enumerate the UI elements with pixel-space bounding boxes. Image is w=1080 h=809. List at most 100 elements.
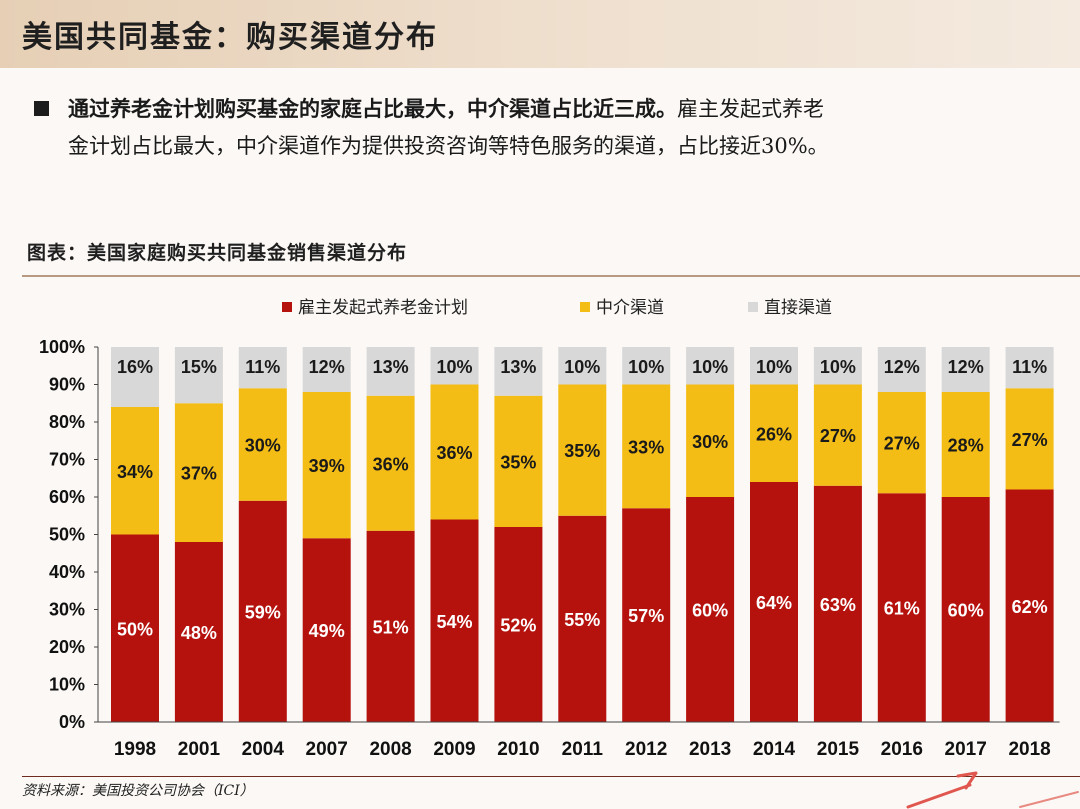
data-label: 35% xyxy=(500,452,536,472)
bullet-text: 通过养老金计划购买基金的家庭占比最大，中介渠道占比近三成。雇主发起式养老 金计划… xyxy=(68,90,1080,165)
bar-segment xyxy=(877,392,926,494)
bar-segment xyxy=(238,347,287,389)
data-label: 59% xyxy=(245,602,281,622)
y-tick-label: 90% xyxy=(49,375,85,395)
x-tick-label: 2016 xyxy=(881,739,923,760)
bar-segment xyxy=(558,347,607,385)
data-label: 13% xyxy=(500,357,536,377)
bar-segment xyxy=(750,482,798,722)
bar-segment xyxy=(686,384,735,497)
bar-segment xyxy=(813,347,862,385)
data-label: 35% xyxy=(564,441,600,461)
x-tick-label: 2004 xyxy=(242,739,285,760)
data-label: 11% xyxy=(1012,357,1047,377)
bar-segment xyxy=(174,403,223,542)
page-title: 美国共同基金：购买渠道分布 xyxy=(22,20,438,55)
bar-segment xyxy=(750,347,798,385)
bar-segment xyxy=(238,500,287,722)
data-label: 30% xyxy=(692,432,728,452)
bar-area: 50% 34% 16% 48% 37% 15% 59% 30% 11% 49% 39% 12% 51% 3… xyxy=(111,347,1054,722)
data-label: 36% xyxy=(436,443,472,463)
bar-segment xyxy=(111,347,159,407)
data-label: 55% xyxy=(564,610,600,630)
bar-segment xyxy=(430,384,479,520)
data-label: 15% xyxy=(181,357,217,377)
data-label: 64% xyxy=(756,593,792,613)
data-label: 27% xyxy=(820,426,856,446)
x-tick-label: 2011 xyxy=(562,739,604,760)
data-label: 13% xyxy=(373,357,409,377)
legend-label-1: 雇主发起式养老金计划 xyxy=(298,298,468,317)
data-label: 10% xyxy=(628,357,664,377)
x-tick-label: 1998 xyxy=(114,739,156,760)
bar-segment xyxy=(558,384,607,516)
legend-swatch-3 xyxy=(748,302,758,312)
chart-legend: 雇主发起式养老金计划 中介渠道 直接渠道 xyxy=(282,298,832,317)
legend-swatch-2 xyxy=(580,302,590,312)
data-label: 27% xyxy=(884,434,920,454)
bar-segment xyxy=(622,508,671,722)
bullet-line-2: 金计划占比最大，中介渠道作为提供投资咨询等特色服务的渠道，占比接近30%。 xyxy=(68,134,829,158)
y-axis: 0% 10% 20% 30% 40% 50% 60% 70% 80% 90% 100% xyxy=(39,337,99,732)
data-label: 26% xyxy=(756,424,792,444)
bar-segment xyxy=(302,392,351,539)
bar-segment xyxy=(174,347,223,404)
bar-segment xyxy=(494,347,543,396)
bar-segment xyxy=(238,388,287,501)
x-tick-label: 2013 xyxy=(689,739,731,760)
data-label: 62% xyxy=(1012,597,1048,617)
data-label: 16% xyxy=(117,357,153,377)
bullet-square xyxy=(34,101,49,116)
x-tick-label: 2001 xyxy=(178,739,221,760)
y-tick-label: 70% xyxy=(49,450,85,470)
bar-segment xyxy=(1005,347,1054,389)
data-label: 10% xyxy=(564,357,600,377)
chart-title: 图表：美国家庭购买共同基金销售渠道分布 xyxy=(27,242,408,264)
bar-segment xyxy=(686,347,735,385)
bar-segment xyxy=(558,515,607,722)
chart-title-rule xyxy=(22,275,1080,277)
title-band xyxy=(0,0,1080,68)
bar-segment xyxy=(877,347,926,392)
bar-segment xyxy=(877,493,926,722)
data-label: 10% xyxy=(692,357,728,377)
x-tick-label: 2018 xyxy=(1008,739,1050,760)
data-label: 60% xyxy=(692,601,728,621)
data-label: 11% xyxy=(245,357,280,377)
x-tick-label: 2017 xyxy=(945,739,987,760)
bar-segment xyxy=(1005,388,1054,490)
data-label: 54% xyxy=(436,612,472,632)
bar-segment xyxy=(494,527,543,722)
data-label: 12% xyxy=(309,357,345,377)
bar-segment xyxy=(941,392,990,497)
data-label: 27% xyxy=(1012,430,1048,450)
y-tick-label: 20% xyxy=(49,637,85,657)
y-tick-label: 80% xyxy=(49,412,85,432)
data-label: 52% xyxy=(500,616,536,636)
bar-segment xyxy=(302,538,351,722)
x-tick-label: 2009 xyxy=(433,739,475,760)
bar-segment xyxy=(111,407,159,535)
pen-arrow-mark xyxy=(906,771,1079,809)
bar-segment xyxy=(494,395,543,527)
data-label: 37% xyxy=(181,464,217,484)
bar-segment xyxy=(366,347,415,396)
legend-swatch-1 xyxy=(282,302,292,312)
y-tick-label: 40% xyxy=(49,562,85,582)
data-label: 10% xyxy=(820,357,856,377)
bar-segment xyxy=(686,497,735,722)
data-label: 28% xyxy=(948,436,984,456)
legend-label-2: 中介渠道 xyxy=(596,298,664,317)
data-label: 10% xyxy=(436,357,472,377)
bar-segment xyxy=(302,347,351,392)
data-label: 12% xyxy=(948,357,984,377)
data-label: 51% xyxy=(373,617,409,637)
data-label: 10% xyxy=(756,357,792,377)
bar-segment xyxy=(366,530,415,722)
data-label: 61% xyxy=(884,599,920,619)
data-label: 36% xyxy=(373,454,409,474)
bar-segment xyxy=(430,519,479,722)
bar-segment xyxy=(111,534,159,722)
data-label: 63% xyxy=(820,595,856,615)
x-tick-label: 2008 xyxy=(369,739,411,760)
